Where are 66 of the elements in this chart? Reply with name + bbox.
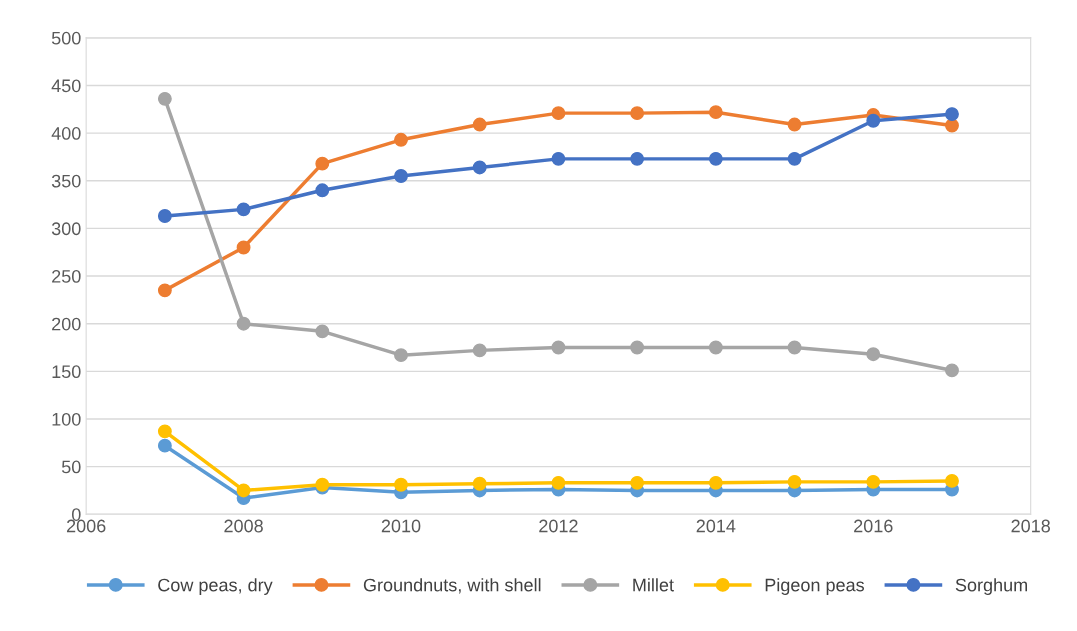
legend-label: Sorghum [955, 578, 1027, 595]
legend-label: Groundnuts, with shell [363, 578, 541, 594]
y-tick-label: 450 [51, 79, 81, 93]
point [787, 340, 802, 355]
point [866, 113, 881, 128]
point [472, 343, 487, 358]
point [236, 316, 251, 331]
y-tick-label: 350 [51, 174, 81, 188]
point [157, 209, 172, 223]
point [630, 151, 645, 166]
point [236, 240, 251, 255]
point [315, 324, 330, 339]
point [551, 151, 566, 166]
point [394, 132, 408, 147]
point [551, 340, 566, 355]
y-tick-label: 150 [52, 365, 81, 379]
y-tick-label: 100 [52, 412, 81, 426]
point [315, 183, 330, 198]
legend-label: Cow peas, dry [158, 578, 273, 595]
point [472, 160, 487, 175]
point [787, 151, 802, 166]
legend-label: Millet [633, 578, 674, 592]
x-tick-label: 2018 [1011, 519, 1050, 533]
point [945, 473, 959, 488]
point [394, 169, 408, 183]
y-tick-label: 400 [51, 127, 81, 140]
point [157, 283, 172, 298]
point [236, 483, 251, 498]
point [472, 117, 487, 132]
y-tick-label: 200 [52, 317, 81, 331]
point [472, 476, 487, 491]
x-tick-label: 2016 [854, 519, 893, 533]
point [708, 340, 723, 355]
point [157, 424, 172, 439]
point [708, 475, 723, 490]
point [630, 475, 645, 490]
y-tick-label: 0 [71, 508, 81, 521]
x-tick-label: 2006 [66, 519, 106, 533]
point [236, 202, 251, 217]
x-tick-label: 2008 [224, 519, 263, 533]
point [551, 106, 566, 121]
x-tick-label: 2012 [539, 519, 578, 533]
point [157, 91, 172, 106]
y-tick-label: 500 [51, 31, 81, 45]
point [630, 340, 645, 355]
point [866, 347, 881, 362]
x-tick-label: 2014 [696, 519, 736, 533]
point [787, 474, 802, 489]
point [866, 474, 881, 489]
x-tick-label: 2010 [381, 519, 421, 533]
point [945, 363, 959, 378]
y-tick-label: 300 [51, 222, 81, 236]
point [157, 438, 172, 453]
point [708, 151, 723, 166]
point [551, 475, 566, 490]
point [708, 105, 723, 120]
point [394, 348, 408, 363]
point [315, 156, 330, 171]
point [945, 118, 959, 133]
point [945, 107, 959, 122]
legend-label: Pigeon peas [765, 578, 865, 595]
y-tick-label: 250 [52, 270, 81, 283]
y-tick-label: 50 [61, 460, 81, 474]
point [394, 477, 408, 492]
point [787, 117, 802, 132]
point [630, 106, 645, 121]
